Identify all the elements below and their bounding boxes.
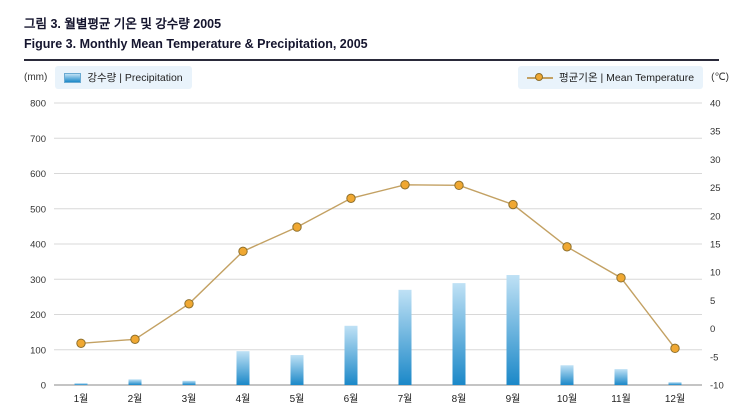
right-axis-tick-label: -5 xyxy=(710,352,718,363)
x-axis-month-label: 4월 xyxy=(236,393,251,405)
title-divider xyxy=(24,59,719,61)
temperature-point xyxy=(508,199,518,210)
temperature-point xyxy=(184,299,194,309)
temperature-point xyxy=(346,193,356,204)
precipitation-swatch-icon xyxy=(64,72,82,83)
x-axis-month-label: 1월 xyxy=(74,393,89,405)
left-axis-tick-label: 300 xyxy=(30,275,46,286)
temperature-point xyxy=(670,343,680,354)
legend-left-group: (mm) 강수량 | Precipitation xyxy=(24,66,192,89)
x-axis-month-label: 11월 xyxy=(611,393,631,405)
x-axis-month-label: 10월 xyxy=(557,393,577,405)
legend-precipitation: 강수량 | Precipitation xyxy=(55,66,192,89)
precipitation-bar xyxy=(506,275,520,385)
figure-title-english: Figure 3. Monthly Mean Temperature & Pre… xyxy=(24,37,368,51)
precipitation-bar xyxy=(74,383,88,385)
precipitation-bar xyxy=(182,380,196,385)
left-axis-tick-label: 700 xyxy=(30,134,46,145)
left-axis-tick-label: 500 xyxy=(30,204,46,215)
right-axis-tick-label: 30 xyxy=(710,155,721,166)
x-axis-month-label: 5월 xyxy=(290,393,305,405)
legend-temperature: 평균기온 | Mean Temperature xyxy=(517,66,704,89)
temperature-point xyxy=(454,180,464,191)
right-axis-tick-label: 0 xyxy=(710,324,715,335)
left-axis-tick-label: 100 xyxy=(30,345,46,356)
temperature-point xyxy=(292,222,302,232)
x-axis-month-label: 8월 xyxy=(452,393,467,405)
precipitation-bar xyxy=(398,289,412,385)
temperature-point xyxy=(76,338,86,348)
precipitation-bar xyxy=(560,365,574,385)
left-axis-tick-label: 600 xyxy=(30,169,46,180)
right-axis-tick-label: 5 xyxy=(710,296,715,307)
temperature-point xyxy=(562,242,572,252)
temperature-line xyxy=(80,184,676,349)
left-axis-tick-label: 400 xyxy=(30,240,46,251)
x-axis-month-label: 7월 xyxy=(398,393,413,405)
precipitation-bar xyxy=(290,355,304,385)
legend-precipitation-label: 강수량 | Precipitation xyxy=(87,72,183,84)
x-axis-month-label: 12월 xyxy=(665,393,685,405)
x-axis-month-label: 2월 xyxy=(128,393,143,405)
precipitation-bar xyxy=(344,325,358,385)
right-axis-tick-label: -10 xyxy=(710,381,724,392)
x-axis-month-label: 3월 xyxy=(182,393,197,405)
precipitation-bar xyxy=(452,283,466,385)
precipitation-bar xyxy=(668,382,682,385)
legend-temperature-label: 평균기온 | Mean Temperature xyxy=(558,72,695,84)
legend-right-group: 평균기온 | Mean Temperature (℃) xyxy=(517,66,729,89)
legend-row: (mm) 강수량 | Precipitation 평균기온 | Mean Tem… xyxy=(24,66,729,89)
precipitation-bar xyxy=(236,351,250,385)
precipitation-bar xyxy=(128,379,142,385)
left-axis-tick-label: 200 xyxy=(30,310,46,321)
x-axis-month-label: 9월 xyxy=(506,393,521,405)
right-axis-tick-label: 25 xyxy=(710,183,721,194)
left-axis-tick-label: 800 xyxy=(30,99,46,110)
temperature-point xyxy=(238,246,248,257)
right-axis-unit: (℃) xyxy=(711,72,729,83)
x-axis-month-label: 6월 xyxy=(344,393,359,405)
right-axis-tick-label: 20 xyxy=(710,211,721,222)
temperature-point xyxy=(400,180,410,190)
combo-chart: 0 100 200 300 400 500 600 700 800 40 35 30 25 20 15 10 5… xyxy=(30,99,724,406)
figure-titles: 그림 3. 월별평균 기온 및 강수량 2005 Figure 3. Month… xyxy=(0,0,743,51)
right-axis-tick-label: 35 xyxy=(710,127,721,138)
right-axis-tick-label: 40 xyxy=(710,99,721,110)
temperature-point xyxy=(616,273,626,283)
temperature-marker-icon xyxy=(526,73,553,83)
right-axis-tick-label: 15 xyxy=(710,240,721,251)
figure-title-korean: 그림 3. 월별평균 기온 및 강수량 2005 xyxy=(24,17,222,31)
temperature-point xyxy=(130,334,140,345)
left-axis-tick-label: 0 xyxy=(41,381,46,392)
right-axis-tick-label: 10 xyxy=(710,268,721,279)
left-axis-unit: (mm) xyxy=(24,72,48,83)
precipitation-bar xyxy=(614,369,628,385)
